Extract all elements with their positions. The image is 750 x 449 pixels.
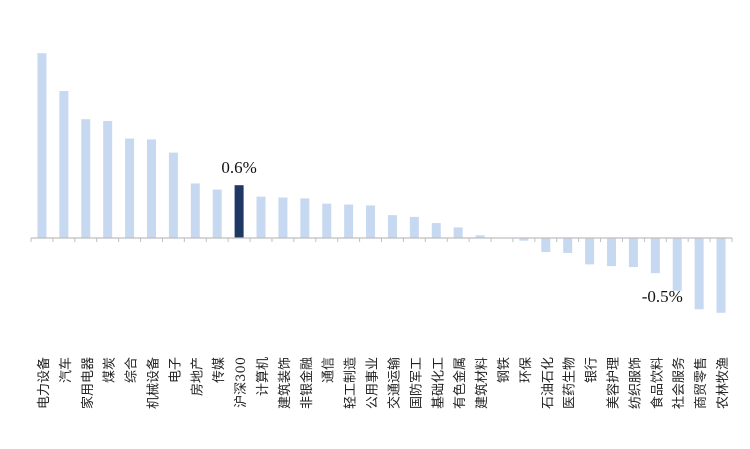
category-label: 纺织服饰 bbox=[628, 357, 643, 409]
bar-轻工制造 bbox=[344, 204, 354, 238]
category-label: 建筑材料 bbox=[474, 357, 490, 409]
bar-家用电器 bbox=[81, 119, 91, 238]
category-labels: 电力设备 汽车 家用电器 煤炭 综合 机械设备 电子 房地产 传媒 沪深300 计算机 建筑装饰 非银金… bbox=[36, 357, 731, 409]
category-label: 公用事业 bbox=[366, 357, 381, 409]
bar-基础化工 bbox=[431, 223, 441, 238]
bar-group bbox=[37, 53, 726, 313]
category-label: 轻工制造 bbox=[344, 357, 359, 409]
category-label: 传媒 bbox=[212, 357, 227, 383]
bar-综合 bbox=[125, 138, 135, 238]
axis-tick-marks bbox=[30, 238, 733, 242]
bar-煤炭 bbox=[103, 120, 113, 238]
bar-电子 bbox=[168, 152, 178, 238]
category-label: 农林牧渔 bbox=[716, 357, 731, 409]
category-label: 石油石化 bbox=[541, 357, 556, 409]
bar-医药生物 bbox=[563, 238, 573, 253]
bar-通信 bbox=[322, 203, 332, 238]
category-label: 社会服务 bbox=[671, 357, 687, 409]
category-label: 综合 bbox=[125, 357, 140, 383]
bar-有色金属 bbox=[453, 227, 463, 238]
bar-汽车 bbox=[59, 91, 69, 238]
bar-国防军工 bbox=[409, 216, 419, 238]
bar-石油石化 bbox=[541, 238, 551, 253]
bar-食品饮料 bbox=[650, 238, 660, 274]
category-label: 机械设备 bbox=[145, 357, 161, 409]
category-label: 通信 bbox=[322, 357, 337, 383]
category-label: 汽车 bbox=[58, 357, 74, 383]
category-label: 家用电器 bbox=[80, 357, 96, 409]
category-label: 钢铁 bbox=[497, 357, 512, 383]
annotation-label: 0.6% bbox=[221, 158, 256, 177]
category-label: 非银金融 bbox=[299, 357, 315, 409]
bar-环保 bbox=[519, 238, 529, 241]
bar-建筑材料 bbox=[475, 235, 485, 238]
bar-社会服务 bbox=[672, 238, 682, 291]
bar-沪深300 bbox=[234, 185, 244, 238]
bar-交通运输 bbox=[387, 215, 397, 238]
category-label: 房地产 bbox=[189, 357, 205, 396]
category-label: 国防军工 bbox=[408, 357, 424, 409]
annotations: 0.6% -0.5% bbox=[221, 158, 682, 306]
category-label: 环保 bbox=[519, 357, 534, 383]
category-label: 建筑装饰 bbox=[277, 357, 293, 409]
category-label: 煤炭 bbox=[103, 357, 118, 383]
category-label: 商贸零售 bbox=[693, 357, 709, 409]
bar-计算机 bbox=[256, 196, 266, 238]
bar-商贸零售 bbox=[694, 238, 704, 310]
bar-农林牧渔 bbox=[716, 238, 726, 313]
bar-建筑装饰 bbox=[278, 197, 288, 238]
bar-公用事业 bbox=[366, 205, 376, 238]
category-label: 交通运输 bbox=[386, 357, 402, 409]
category-label: 有色金属 bbox=[452, 357, 468, 409]
annotation-label: -0.5% bbox=[642, 287, 683, 306]
bar-机械设备 bbox=[146, 139, 156, 238]
category-label: 银行 bbox=[585, 357, 600, 383]
category-label: 电力设备 bbox=[36, 357, 52, 409]
category-label: 基础化工 bbox=[431, 357, 446, 409]
bar-非银金融 bbox=[300, 198, 310, 238]
bar-房地产 bbox=[190, 183, 200, 238]
bar-纺织服饰 bbox=[628, 238, 638, 268]
category-label: 沪深300 bbox=[233, 357, 249, 408]
category-label: 美容护理 bbox=[606, 357, 622, 409]
category-label: 电子 bbox=[168, 357, 183, 383]
category-label: 计算机 bbox=[256, 357, 271, 396]
bar-传媒 bbox=[212, 189, 222, 238]
bar-电力设备 bbox=[37, 53, 47, 239]
category-label: 食品饮料 bbox=[649, 357, 665, 409]
bar-美容护理 bbox=[607, 238, 617, 267]
bar-银行 bbox=[585, 238, 595, 265]
category-label: 医药生物 bbox=[563, 357, 578, 409]
